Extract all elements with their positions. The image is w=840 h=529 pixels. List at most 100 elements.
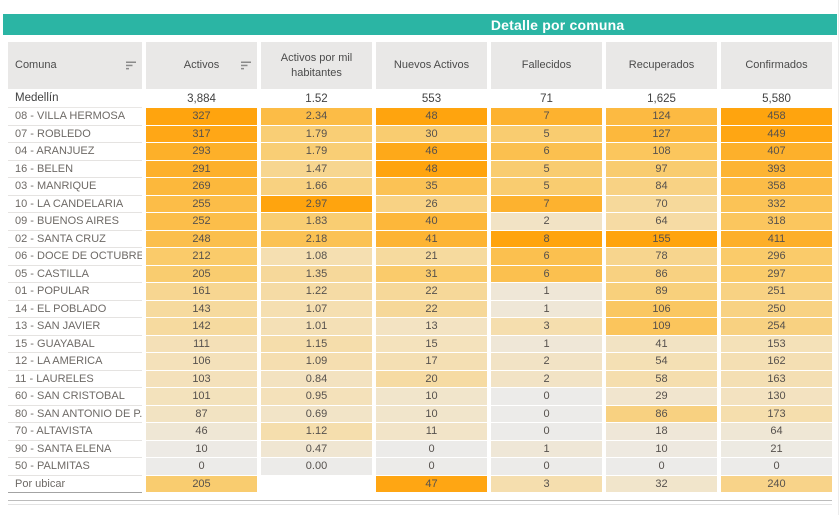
heat-cell[interactable]: 21 (721, 440, 832, 457)
heat-cell[interactable]: 130 (721, 388, 832, 405)
sort-descending-icon[interactable] (241, 61, 252, 71)
comuna-label[interactable]: 04 - ARANJUEZ (8, 143, 142, 161)
heat-cell[interactable]: 2.18 (261, 230, 372, 247)
heat-cell[interactable]: 86 (606, 265, 717, 282)
heat-cell[interactable]: 1.22 (261, 283, 372, 300)
heat-cell[interactable]: 47 (376, 475, 487, 492)
comuna-label[interactable]: 12 - LA AMERICA (8, 353, 142, 371)
heat-cell[interactable]: 11 (376, 423, 487, 440)
column-header-confirmados[interactable]: Confirmados (721, 42, 832, 89)
heat-cell[interactable]: 7 (491, 195, 602, 212)
total-row-label[interactable]: Medellín (8, 89, 142, 108)
heat-cell[interactable]: 22 (376, 300, 487, 317)
heat-cell[interactable]: 54 (606, 353, 717, 370)
heat-cell[interactable]: 212 (146, 248, 257, 265)
heat-cell[interactable]: 3 (491, 318, 602, 335)
heat-cell[interactable]: 6 (491, 265, 602, 282)
heat-cell[interactable]: 89 (606, 283, 717, 300)
heat-cell[interactable]: 291 (146, 160, 257, 177)
comuna-label[interactable]: 60 - SAN CRISTOBAL (8, 388, 142, 406)
heat-cell[interactable]: 64 (721, 423, 832, 440)
heat-cell[interactable]: 161 (146, 283, 257, 300)
heat-cell[interactable]: 29 (606, 388, 717, 405)
heat-cell[interactable]: 1.47 (261, 160, 372, 177)
heat-cell[interactable]: 26 (376, 195, 487, 212)
comuna-label[interactable]: 07 - ROBLEDO (8, 126, 142, 143)
heat-cell[interactable]: 7 (491, 108, 602, 125)
comuna-label[interactable]: 06 - DOCE DE OCTUBRE (8, 248, 142, 266)
heat-cell[interactable]: 317 (146, 125, 257, 142)
heat-cell[interactable]: 5 (491, 160, 602, 177)
column-header-comuna[interactable]: Comuna (8, 42, 142, 89)
heat-cell[interactable]: 1.79 (261, 125, 372, 142)
heat-cell[interactable]: 2 (491, 213, 602, 230)
heat-cell[interactable]: 162 (721, 353, 832, 370)
heat-cell[interactable]: 48 (376, 160, 487, 177)
comuna-label[interactable]: 11 - LAURELES (8, 371, 142, 388)
heat-cell[interactable]: 101 (146, 388, 257, 405)
heat-cell[interactable]: 106 (606, 300, 717, 317)
heat-cell[interactable]: 173 (721, 405, 832, 422)
heat-cell[interactable]: 13 (376, 318, 487, 335)
column-header-activos[interactable]: Activos (146, 42, 257, 89)
heat-cell[interactable]: 393 (721, 160, 832, 177)
heat-cell[interactable]: 1.83 (261, 213, 372, 230)
heat-cell[interactable]: 124 (606, 108, 717, 125)
total-row[interactable]: Medellín 3,884 1.52 553 71 1,625 5,580 (8, 89, 832, 108)
heat-cell[interactable]: 0.47 (261, 440, 372, 457)
heat-cell[interactable]: 0.00 (261, 458, 372, 475)
heat-cell[interactable]: 0 (721, 458, 832, 475)
total-value[interactable]: 3,884 (187, 92, 216, 105)
heat-cell[interactable]: 20 (376, 370, 487, 387)
heat-cell[interactable]: 41 (606, 335, 717, 352)
comuna-label[interactable]: 10 - LA CANDELARIA (8, 196, 142, 213)
comuna-label[interactable]: Por ubicar (8, 476, 142, 493)
heat-cell[interactable] (261, 476, 372, 493)
comuna-label[interactable]: 16 - BELEN (8, 161, 142, 178)
heat-cell[interactable]: 6 (491, 143, 602, 160)
heat-cell[interactable]: 1.09 (261, 353, 372, 370)
heat-cell[interactable]: 10 (376, 405, 487, 422)
heat-cell[interactable]: 327 (146, 108, 257, 125)
heat-cell[interactable]: 1 (491, 335, 602, 352)
heat-cell[interactable]: 358 (721, 178, 832, 195)
heat-cell[interactable]: 0.84 (261, 370, 372, 387)
heat-cell[interactable]: 163 (721, 370, 832, 387)
comuna-label[interactable]: 05 - CASTILLA (8, 266, 142, 283)
heat-cell[interactable]: 1.35 (261, 265, 372, 282)
column-header-nuevos-activos[interactable]: Nuevos Activos (376, 42, 487, 89)
heat-cell[interactable]: 10 (376, 388, 487, 405)
heat-cell[interactable]: 10 (146, 440, 257, 457)
heat-cell[interactable]: 2.34 (261, 108, 372, 125)
heat-cell[interactable]: 97 (606, 160, 717, 177)
total-value[interactable]: 71 (540, 92, 553, 105)
heat-cell[interactable]: 48 (376, 108, 487, 125)
heat-cell[interactable]: 1.66 (261, 178, 372, 195)
heat-cell[interactable]: 458 (721, 108, 832, 125)
heat-cell[interactable]: 0 (146, 458, 257, 475)
heat-cell[interactable]: 6 (491, 248, 602, 265)
heat-cell[interactable]: 407 (721, 143, 832, 160)
column-header-fallecidos[interactable]: Fallecidos (491, 42, 602, 89)
heat-cell[interactable]: 0 (491, 423, 602, 440)
column-header-activos-por-mil-habitantes[interactable]: Activos por mil habitantes (261, 42, 372, 89)
heat-cell[interactable]: 86 (606, 405, 717, 422)
heat-cell[interactable]: 0 (376, 440, 487, 457)
comuna-label[interactable]: 80 - SAN ANTONIO DE P.. (8, 406, 142, 423)
heat-cell[interactable]: 106 (146, 353, 257, 370)
heat-cell[interactable]: 142 (146, 318, 257, 335)
heat-cell[interactable]: 109 (606, 318, 717, 335)
heat-cell[interactable]: 3 (491, 475, 602, 492)
heat-cell[interactable]: 1 (491, 440, 602, 457)
total-value[interactable]: 5,580 (762, 92, 791, 105)
heat-cell[interactable]: 411 (721, 230, 832, 247)
heat-cell[interactable]: 1.08 (261, 248, 372, 265)
heat-cell[interactable]: 0.95 (261, 388, 372, 405)
heat-cell[interactable]: 46 (376, 143, 487, 160)
heat-cell[interactable]: 35 (376, 178, 487, 195)
heat-cell[interactable]: 0 (606, 458, 717, 475)
heat-cell[interactable]: 58 (606, 370, 717, 387)
total-value[interactable]: 553 (421, 92, 442, 105)
heat-cell[interactable]: 2.97 (261, 195, 372, 212)
comuna-label[interactable]: 70 - ALTAVISTA (8, 423, 142, 441)
